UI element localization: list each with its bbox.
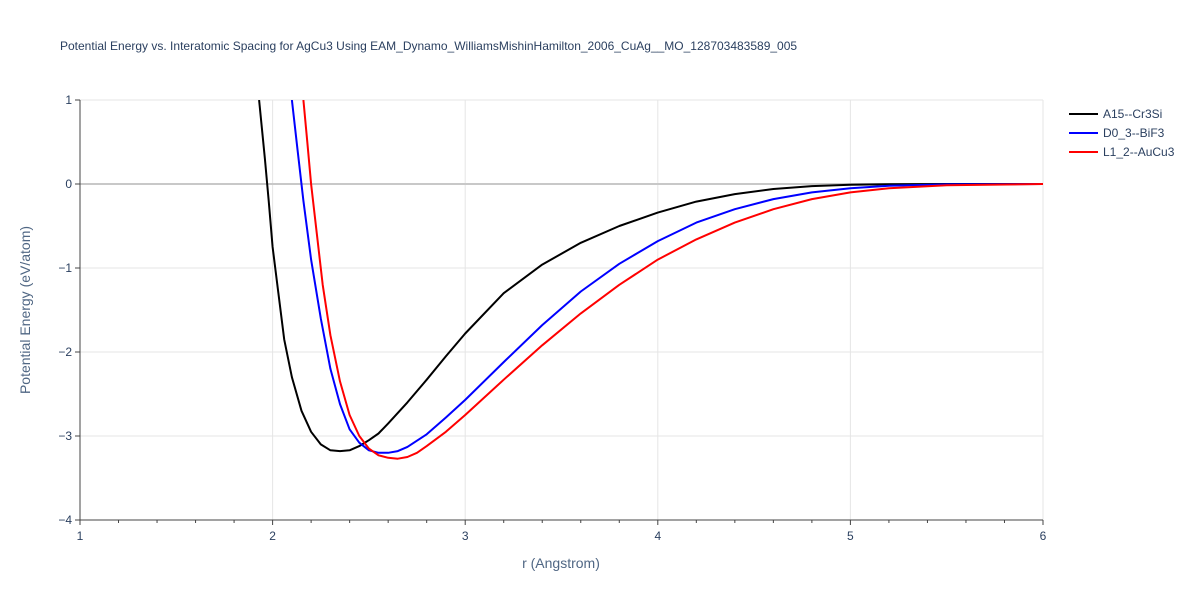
x-tick-label: 1 (77, 529, 84, 543)
series-lines (258, 100, 1043, 460)
series-line-a15-cr3si (258, 100, 1043, 453)
series-line-l1-2-aucu3 (302, 100, 1043, 460)
y-tick-label: −4 (58, 513, 72, 527)
grid-lines (80, 99, 1044, 520)
x-tick-labels: 1 2 3 4 5 6 (77, 529, 1047, 543)
y-tick-label: 1 (65, 93, 72, 107)
y-tick-label: 0 (65, 177, 72, 191)
x-tick-label: 6 (1040, 529, 1047, 543)
legend-item-label: L1_2--AuCu3 (1103, 145, 1175, 159)
x-tick-label: 3 (462, 529, 469, 543)
x-tick-label: 5 (847, 529, 854, 543)
y-tick-label: −3 (58, 429, 72, 443)
series-line-d0-3-bif3 (290, 100, 1043, 454)
y-axis-title: Potential Energy (eV/atom) (17, 226, 33, 394)
legend-item-label: D0_3--BiF3 (1103, 126, 1165, 140)
x-axis-title: r (Angstrom) (522, 555, 600, 571)
y-tick-label: −2 (58, 345, 72, 359)
x-tick-label: 2 (269, 529, 276, 543)
legend-item-label: A15--Cr3Si (1103, 107, 1162, 121)
y-tick-label: −1 (58, 261, 72, 275)
chart-title: Potential Energy vs. Interatomic Spacing… (60, 39, 797, 53)
x-tick-label: 4 (654, 529, 661, 543)
y-tick-labels: 1 0 −1 −2 −3 −4 (58, 93, 72, 527)
axes (75, 99, 1044, 525)
legend: A15--Cr3Si D0_3--BiF3 L1_2--AuCu3 (1069, 107, 1175, 159)
